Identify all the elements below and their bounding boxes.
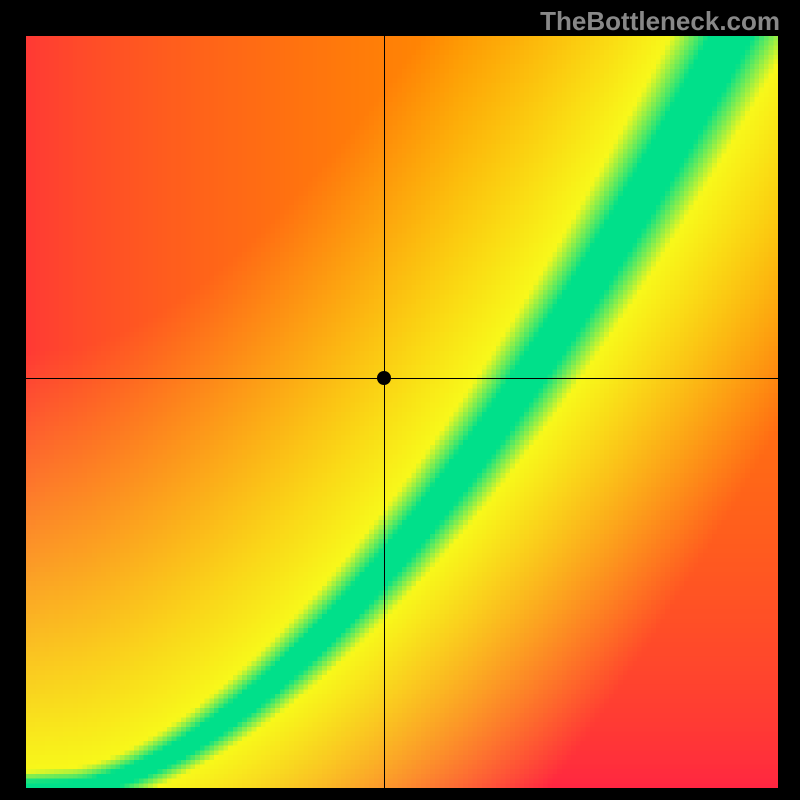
heatmap-canvas bbox=[26, 36, 778, 788]
watermark-text: TheBottleneck.com bbox=[540, 6, 780, 37]
heatmap-plot bbox=[26, 36, 778, 788]
chart-frame: TheBottleneck.com bbox=[0, 0, 800, 800]
